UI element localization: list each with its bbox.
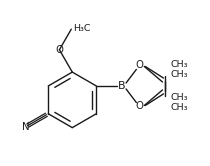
Text: CH₃: CH₃ <box>171 93 188 102</box>
Text: O: O <box>135 60 143 70</box>
Text: CH₃: CH₃ <box>171 103 188 112</box>
Text: CH₃: CH₃ <box>171 70 188 79</box>
Text: H₃C: H₃C <box>73 24 91 33</box>
Text: B: B <box>118 81 126 91</box>
Text: CH₃: CH₃ <box>171 60 188 69</box>
Text: O: O <box>55 45 63 55</box>
Text: O: O <box>135 101 143 112</box>
Text: N: N <box>22 122 30 132</box>
